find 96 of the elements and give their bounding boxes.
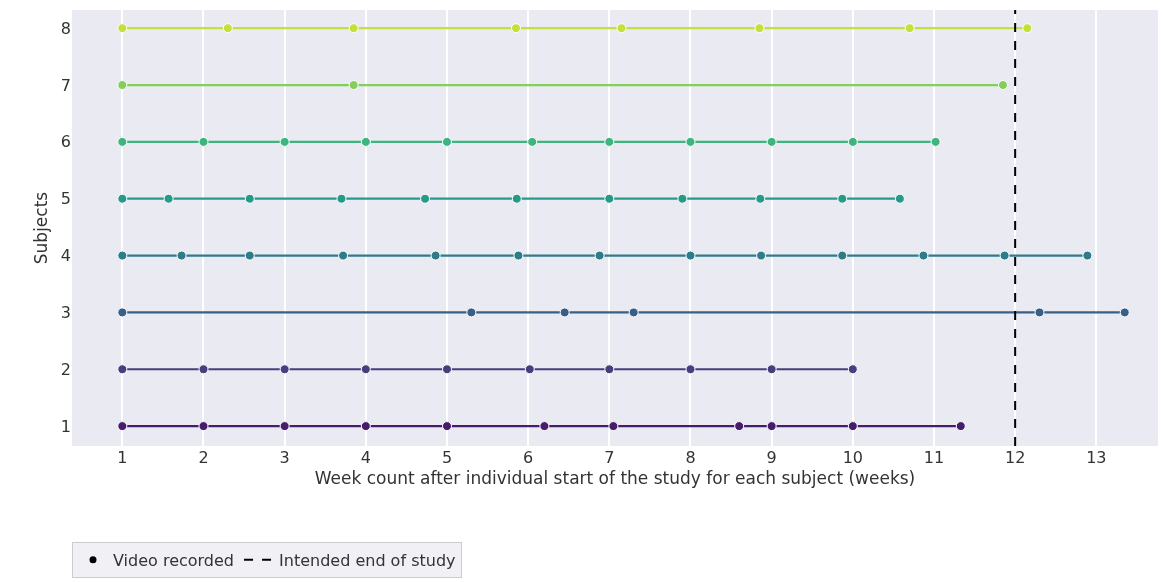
point — [616, 23, 627, 34]
point — [441, 136, 452, 147]
point — [955, 421, 966, 432]
point — [847, 364, 858, 375]
point — [117, 193, 128, 204]
point — [117, 250, 128, 261]
y-tick-label: 3 — [60, 303, 71, 323]
x-tick-label: 2 — [198, 448, 209, 467]
point — [222, 23, 233, 34]
point — [163, 193, 174, 204]
point — [117, 307, 128, 318]
point — [1034, 307, 1045, 318]
point — [1082, 250, 1093, 261]
point — [117, 421, 128, 432]
point — [279, 421, 290, 432]
point — [837, 250, 848, 261]
point — [628, 307, 639, 318]
point — [198, 421, 209, 432]
point — [527, 136, 538, 147]
point — [685, 364, 696, 375]
point — [677, 193, 688, 204]
y-tick-label: 5 — [60, 189, 71, 209]
point — [918, 250, 929, 261]
point — [279, 364, 290, 375]
point — [360, 364, 371, 375]
x-axis-title: Week count after individual start of the study for each subject (weeks) — [314, 468, 916, 489]
point — [117, 23, 128, 34]
point — [930, 136, 941, 147]
point — [608, 421, 619, 432]
point — [198, 364, 209, 375]
point — [1022, 23, 1033, 34]
x-tick-label: 6 — [523, 448, 534, 467]
point — [766, 364, 777, 375]
x-tick-label: 5 — [441, 448, 453, 467]
point — [999, 250, 1010, 261]
point — [685, 250, 696, 261]
y-tick-label: 4 — [60, 246, 71, 266]
point — [604, 364, 615, 375]
x-tick-label: 1 — [117, 448, 128, 467]
point — [766, 421, 777, 432]
point — [755, 193, 766, 204]
point — [539, 421, 550, 432]
point — [244, 250, 255, 261]
x-tick-label: 7 — [604, 448, 615, 467]
point — [1119, 307, 1130, 318]
x-tick-label: 10 — [842, 448, 863, 467]
x-tick-label: 3 — [279, 448, 290, 467]
point — [420, 193, 431, 204]
point — [510, 23, 521, 34]
point — [117, 364, 128, 375]
point — [198, 136, 209, 147]
point — [279, 136, 290, 147]
point — [441, 364, 452, 375]
y-axis-title: Subjects — [31, 191, 52, 265]
point — [466, 307, 477, 318]
point — [754, 23, 765, 34]
point — [756, 250, 767, 261]
y-tick-label: 8 — [60, 18, 71, 38]
y-tick-label: 7 — [60, 75, 71, 95]
point — [594, 250, 605, 261]
point — [734, 421, 745, 432]
point — [559, 307, 570, 318]
point — [360, 136, 371, 147]
legend-label: Intended end of study — [279, 551, 456, 571]
point — [604, 193, 615, 204]
x-tick-label: 4 — [360, 448, 371, 467]
point — [244, 193, 255, 204]
point — [524, 364, 535, 375]
point — [847, 421, 858, 432]
point — [766, 136, 777, 147]
x-tick-label: 11 — [923, 448, 945, 467]
x-tick-label: 9 — [766, 448, 777, 467]
y-tick-label: 6 — [60, 132, 71, 152]
x-tick-label: 12 — [1004, 448, 1026, 467]
point — [430, 250, 441, 261]
point — [894, 193, 905, 204]
point — [513, 250, 524, 261]
point — [511, 193, 522, 204]
y-tick-label: 1 — [60, 416, 71, 436]
point — [348, 80, 359, 91]
point — [604, 136, 615, 147]
point — [997, 80, 1008, 91]
point — [837, 193, 848, 204]
point — [336, 193, 347, 204]
point — [360, 421, 371, 432]
x-tick-label: 13 — [1086, 448, 1107, 467]
point — [338, 250, 349, 261]
point — [348, 23, 359, 34]
point — [117, 136, 128, 147]
x-tick-label: 8 — [685, 448, 696, 467]
point — [176, 250, 187, 261]
point — [117, 80, 128, 91]
point — [685, 136, 696, 147]
y-tick-label: 2 — [60, 359, 71, 379]
point — [847, 136, 858, 147]
point — [904, 23, 915, 34]
